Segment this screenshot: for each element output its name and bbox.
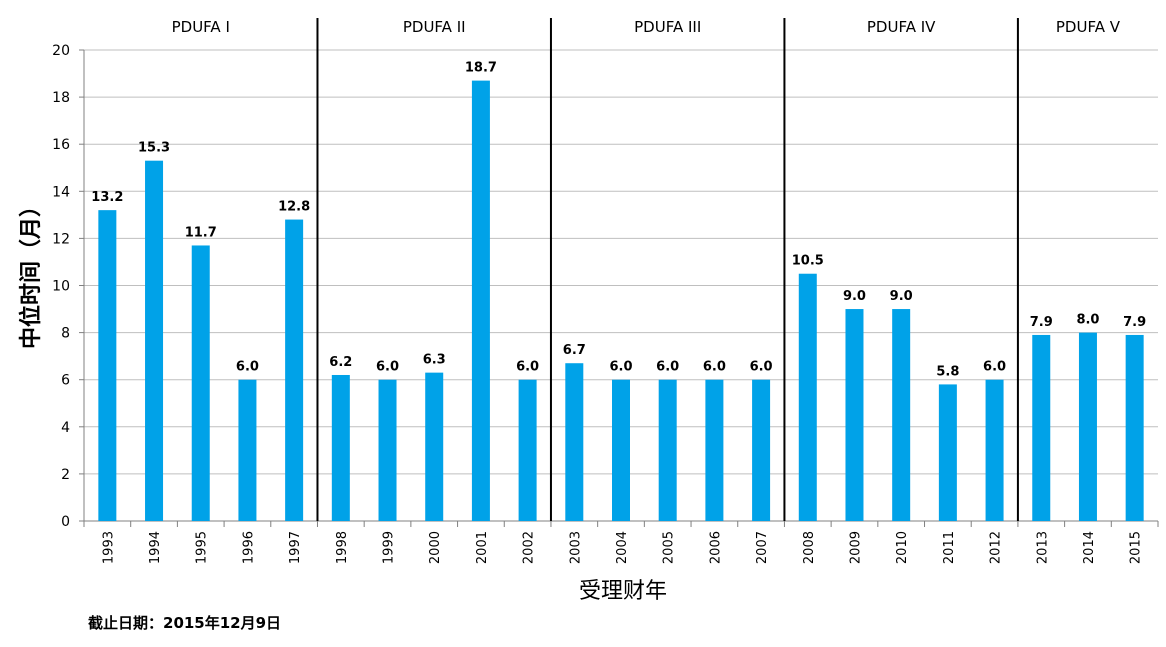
x-tick-label-2010: 2010 — [895, 531, 910, 564]
bar-1997 — [285, 219, 304, 521]
bar-2007 — [752, 379, 771, 521]
bar-2009 — [845, 309, 864, 521]
bar-2004 — [612, 379, 630, 521]
bar-2000 — [425, 372, 444, 521]
data-label-2011: 5.8 — [936, 364, 959, 379]
bar-2001 — [471, 80, 490, 522]
bar-2011 — [938, 384, 957, 521]
bar-2002 — [518, 379, 537, 521]
y-tick-label: 20 — [52, 43, 70, 59]
y-tick-label: 10 — [52, 279, 70, 295]
bar-1995 — [191, 245, 210, 521]
y-axis-label: 中位时间（月） — [18, 195, 44, 349]
x-tick-label-2011: 2011 — [942, 531, 957, 564]
bar-2005 — [658, 379, 677, 521]
data-label-2003: 6.7 — [563, 343, 586, 358]
bar-2012 — [985, 379, 1004, 521]
x-tick-label-2001: 2001 — [475, 531, 490, 564]
bars — [98, 80, 1144, 522]
bar-2014 — [1078, 332, 1097, 521]
data-label-2015: 7.9 — [1123, 315, 1146, 330]
x-tick-label-2003: 2003 — [568, 531, 583, 564]
bar-1998 — [331, 374, 350, 521]
bar-2003 — [565, 363, 584, 521]
bar-1999 — [378, 379, 397, 521]
x-axis-label: 受理财年 — [579, 579, 667, 604]
data-label-1996: 6.0 — [236, 360, 259, 375]
x-tick-label-2000: 2000 — [428, 531, 443, 564]
x-tick-label-2009: 2009 — [848, 531, 863, 564]
y-tick-label: 6 — [61, 373, 70, 389]
data-label-2007: 6.0 — [750, 360, 773, 375]
x-tick-label-1993: 1993 — [101, 531, 116, 564]
data-label-1994: 15.3 — [138, 141, 170, 156]
x-tick-label-2014: 2014 — [1082, 531, 1097, 564]
y-tick-label: 12 — [52, 231, 70, 247]
phase-dividers: PDUFA I PDUFA II PDUFA III PDUFA IV PDUFA V — [172, 18, 1121, 521]
x-tick-label-2008: 2008 — [802, 531, 817, 564]
y-tick-label: 16 — [52, 137, 70, 153]
bar-1996 — [238, 379, 257, 521]
y-tick-label: 14 — [52, 184, 70, 200]
y-tick-label: 8 — [61, 326, 70, 342]
phase-label: PDUFA II — [403, 18, 466, 36]
data-label-2010: 9.0 — [890, 289, 913, 304]
bar-1993 — [98, 210, 117, 521]
gridlines — [84, 49, 1158, 475]
cutoff-date-note: 截止日期：2015年12月9日 — [88, 614, 282, 632]
data-label-2008: 10.5 — [792, 254, 824, 269]
x-tick-label-2006: 2006 — [708, 531, 723, 564]
y-tick-label: 18 — [52, 90, 70, 106]
x-tick-label-2002: 2002 — [522, 531, 537, 564]
x-tick-label-2012: 2012 — [989, 531, 1004, 564]
data-label-2009: 9.0 — [843, 289, 866, 304]
x-tick-label-1999: 1999 — [382, 531, 397, 564]
data-label-2013: 7.9 — [1030, 315, 1053, 330]
data-label-1998: 6.2 — [329, 355, 352, 370]
bar-2010 — [892, 309, 911, 521]
x-tick-label-1995: 1995 — [195, 531, 210, 564]
bar-2013 — [1032, 334, 1051, 521]
x-tick-label-1998: 1998 — [335, 531, 350, 564]
data-labels: 13.2 15.3 11.7 6.0 12.8 6.2 6.0 6.3 18.7 6.0 6.7 6.… — [91, 61, 1146, 380]
data-label-2001: 18.7 — [465, 61, 497, 76]
data-label-1999: 6.0 — [376, 360, 399, 375]
x-tick-label-2007: 2007 — [755, 531, 770, 564]
bar-1994 — [145, 160, 164, 521]
x-tick-label-2013: 2013 — [1035, 531, 1050, 564]
data-label-2000: 6.3 — [423, 353, 446, 368]
x-tick-label-2005: 2005 — [662, 531, 677, 564]
bar-2006 — [705, 379, 724, 521]
phase-label: PDUFA III — [634, 18, 701, 36]
data-label-2006: 6.0 — [703, 360, 726, 375]
data-label-2012: 6.0 — [983, 360, 1006, 375]
x-tick-labels: 1993 1994 1995 1996 1997 1998 1999 2000 2001 2002… — [101, 531, 1143, 564]
y-tick-label: 2 — [61, 467, 70, 483]
data-label-1995: 11.7 — [185, 225, 217, 240]
x-tick-label-2015: 2015 — [1129, 531, 1144, 564]
data-label-2002: 6.0 — [516, 360, 539, 375]
bar-2008 — [798, 273, 817, 521]
phase-label: PDUFA V — [1056, 18, 1121, 36]
bar-2015 — [1125, 334, 1144, 521]
y-tick-label: 0 — [61, 514, 70, 530]
x-tick-label-1996: 1996 — [241, 531, 256, 564]
data-label-1997: 12.8 — [278, 200, 310, 215]
y-tick-label: 4 — [61, 420, 70, 436]
phase-label: PDUFA IV — [867, 18, 936, 36]
data-label-1993: 13.2 — [91, 190, 123, 205]
data-label-2004: 6.0 — [609, 360, 632, 375]
x-tick-label-1994: 1994 — [148, 531, 163, 564]
phase-label: PDUFA I — [172, 18, 230, 36]
data-label-2014: 8.0 — [1076, 313, 1099, 328]
x-tick-label-1997: 1997 — [288, 531, 303, 564]
y-tick-labels: 0 2 4 6 8 10 12 14 16 18 20 — [52, 43, 70, 530]
data-label-2005: 6.0 — [656, 360, 679, 375]
x-tick-label-2004: 2004 — [615, 531, 630, 564]
